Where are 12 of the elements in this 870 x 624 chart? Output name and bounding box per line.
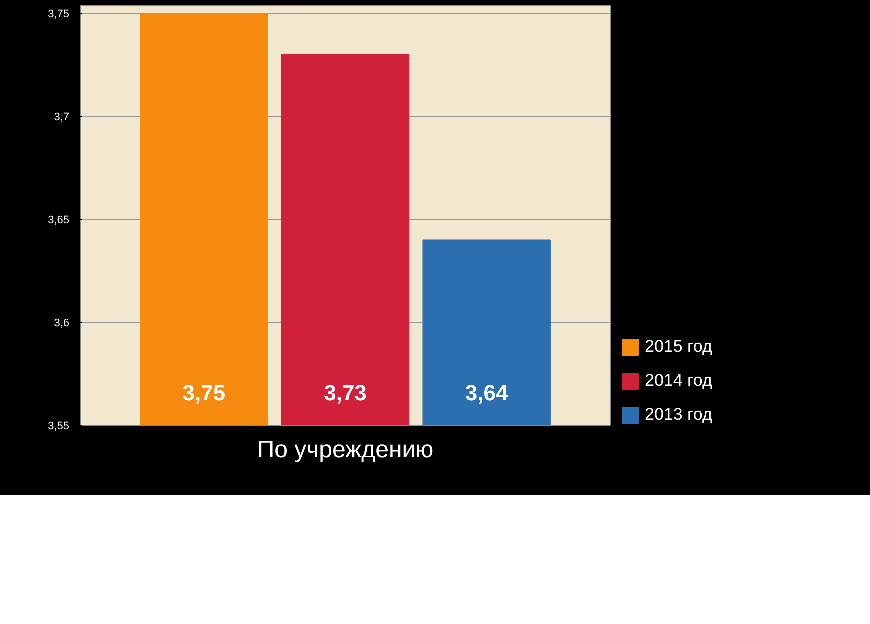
y-tick-label: 3,65 <box>48 214 70 227</box>
data-label: 3,64 <box>465 380 510 406</box>
y-tick-label: 3,55 <box>48 420 70 432</box>
data-label: 3,73 <box>324 380 367 406</box>
legend-label: 2014 год <box>645 371 712 391</box>
y-tick-label: 3,75 <box>48 8 70 21</box>
y-tick-label: 3,7 <box>54 112 70 124</box>
legend-label: 2013 год <box>645 405 712 425</box>
y-tick-label: 3,6 <box>54 318 70 330</box>
legend-label: 2015 год <box>645 337 712 357</box>
data-label: 3,75 <box>182 380 226 406</box>
x-tick-label: По учреждению <box>257 436 434 464</box>
